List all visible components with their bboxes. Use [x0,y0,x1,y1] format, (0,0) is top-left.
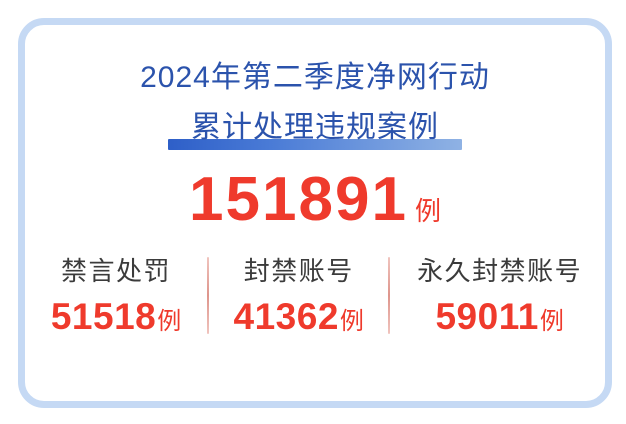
total-row: 151891 例 [25,165,605,235]
stat-label: 封禁账号 [243,256,354,286]
total-unit: 例 [414,196,441,226]
stat-label: 禁言处罚 [61,256,172,286]
stat-unit: 例 [339,308,364,335]
stats-card: 2024年第二季度净网行动 累计处理违规案例 151891 例 禁言处罚 5151… [18,18,612,408]
stat-permanently-banned-accounts: 永久封禁账号 59011例 [390,257,609,337]
card-title-line2: 累计处理违规案例 [168,111,462,150]
card-title-line2-wrap: 累计处理违规案例 [25,111,605,150]
card-title-line1: 2024年第二季度净网行动 [140,61,490,94]
stat-number: 59011例 [435,296,563,338]
divider [388,257,391,334]
stat-label: 永久封禁账号 [417,256,583,286]
total-value: 151891 [189,165,408,234]
divider [207,257,210,334]
stat-number: 51518例 [51,296,181,338]
stats-row: 禁言处罚 51518例 封禁账号 41362例 永久封禁账号 59011例 [25,257,605,337]
stat-unit: 例 [157,308,182,335]
title-underline-bar [168,139,462,150]
stat-value: 41362 [233,296,339,337]
stat-banned-accounts: 封禁账号 41362例 [209,257,388,337]
stat-number: 41362例 [234,296,364,338]
stat-value: 51518 [50,296,157,337]
stat-mute-punishment: 禁言处罚 51518例 [25,257,207,337]
stat-value: 59011 [435,296,539,337]
card-title-line2-text: 累计处理违规案例 [191,111,439,144]
stat-unit: 例 [539,308,564,335]
